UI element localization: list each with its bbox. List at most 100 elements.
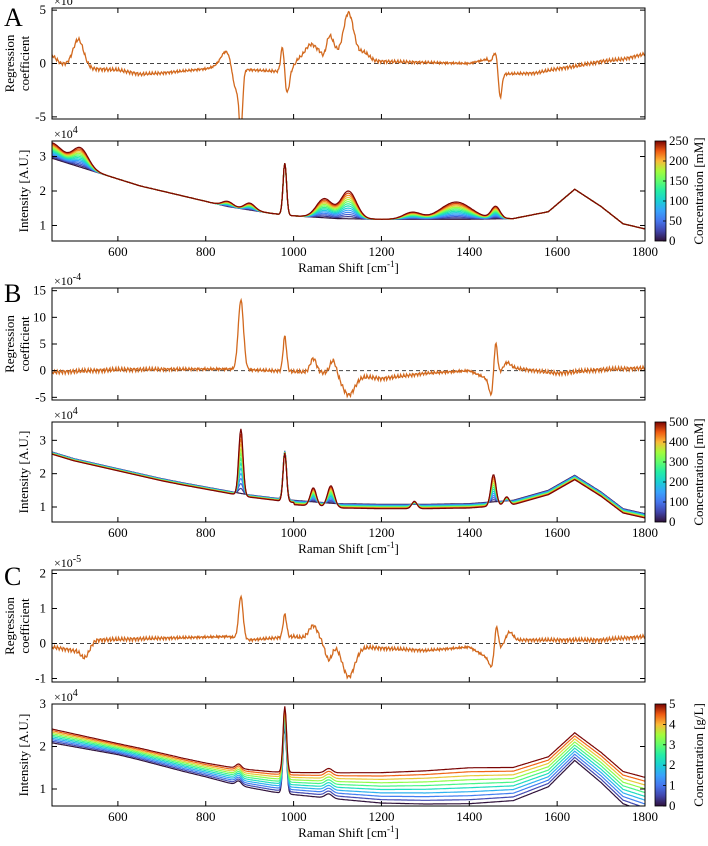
- spectrum-series-8: [52, 711, 645, 786]
- colorbar: [654, 140, 667, 242]
- y-tick-label: 5: [40, 2, 47, 17]
- x-tick-label: 1000: [281, 809, 307, 824]
- y-tick-label: 2: [40, 183, 47, 198]
- y-tick-label: -5: [35, 109, 46, 124]
- colorbar-tick-label: 100: [669, 193, 689, 208]
- colorbar-tick-label: 1: [669, 778, 676, 793]
- regression-line: [52, 297, 645, 399]
- y-tick-label: 2: [40, 739, 47, 754]
- y-axis-label: Intensity [A.U.]: [16, 714, 31, 797]
- spectrum-series-10: [52, 706, 645, 778]
- spectrum-series-7: [52, 713, 645, 790]
- y-tick-label: 2: [40, 466, 47, 481]
- axes-box: [51, 287, 646, 401]
- x-axis-label-text: Raman Shift [cm: [298, 825, 387, 840]
- x-tick-label: 1200: [368, 525, 394, 540]
- spectrum-series-14: [52, 428, 645, 519]
- colorbar-tick-label: 300: [669, 454, 689, 469]
- y-axis-label: Intensity [A.U.]: [16, 431, 31, 514]
- colorbar-tick-label: 400: [669, 434, 689, 449]
- x-axis-label-end: ]: [394, 825, 398, 840]
- y-tick-label: 1: [40, 499, 47, 514]
- data-layer: [52, 297, 645, 399]
- spectrum-series-5: [52, 718, 645, 797]
- spectrum-series-14: [52, 142, 645, 230]
- colorbar-tick-label: 5: [669, 696, 676, 711]
- x-tick-label: 1800: [632, 244, 658, 259]
- x-tick-label: 1600: [544, 809, 570, 824]
- y-tick-label: 1: [40, 217, 47, 232]
- colorbar-tick-label: 0: [669, 514, 676, 529]
- data-layer: [52, 10, 645, 119]
- colorbar-label: Concentration [mM]: [691, 418, 706, 525]
- y-tick-label: 3: [40, 149, 47, 164]
- spectrum-series-7: [52, 150, 645, 230]
- spectrum-series-3: [52, 722, 645, 805]
- y-tick-label: 0: [40, 636, 47, 651]
- axes-box: [51, 421, 646, 523]
- spectrum-series-2: [52, 725, 642, 806]
- panel-letter-b: B: [4, 279, 21, 308]
- colorbar-tick-label: 3: [669, 737, 676, 752]
- y-exponent: ×104: [54, 688, 78, 704]
- axes-box: [51, 703, 646, 807]
- x-tick-label: 1200: [368, 244, 394, 259]
- colorbar-tick-label: 500: [669, 414, 689, 429]
- y-axis-label: Regression: [2, 597, 17, 655]
- y-tick-label: 3: [40, 432, 47, 447]
- y-tick-label: 1: [40, 781, 47, 796]
- y-tick-label: 15: [33, 283, 46, 298]
- y-exponent-power: -4: [73, 272, 81, 283]
- y-axis-label: Regression: [2, 34, 17, 92]
- colorbar-tick-label: 100: [669, 494, 689, 509]
- colorbar: [654, 703, 667, 807]
- x-axis-label: Raman Shift [cm-1]: [298, 540, 399, 556]
- y-exponent-power: -5: [73, 554, 81, 565]
- y-exponent-power: 4: [73, 125, 78, 136]
- y-exponent: ×10-5: [54, 554, 81, 570]
- y-axis-label: Intensity [A.U.]: [16, 150, 31, 233]
- y-tick-label: 0: [40, 363, 47, 378]
- x-axis-label-sup: -1: [387, 824, 395, 834]
- y-exponent: ×104: [54, 406, 78, 422]
- y-tick-label: -5: [35, 389, 46, 404]
- x-axis-label-end: ]: [394, 541, 398, 556]
- colorbar: [654, 421, 667, 523]
- y-exponent-power: 4: [73, 406, 78, 417]
- colorbar-tick-label: 200: [669, 474, 689, 489]
- colorbar-tick-label: 0: [669, 798, 676, 813]
- x-axis-label-text: Raman Shift [cm: [298, 541, 387, 556]
- y-exponent: ×10-4: [54, 0, 81, 8]
- y-exponent-power: -4: [73, 0, 81, 3]
- x-tick-label: 600: [108, 525, 128, 540]
- panel-letter-a: A: [4, 3, 23, 32]
- x-axis-label-sup: -1: [387, 540, 395, 550]
- data-layer: [52, 428, 645, 519]
- x-axis-label-end: ]: [394, 260, 398, 275]
- y-exponent: ×10-4: [54, 272, 81, 288]
- y-tick-label: 10: [33, 309, 46, 324]
- regression-line: [52, 594, 645, 680]
- regression-line: [52, 10, 645, 119]
- x-tick-label: 1600: [544, 525, 570, 540]
- x-tick-label: 1000: [281, 525, 307, 540]
- y-axis-label: Regression: [2, 315, 17, 373]
- x-tick-label: 800: [196, 809, 216, 824]
- chart-b-regression: -5 0 5 10 15 ×10-4 Regression coefficient: [2, 272, 646, 404]
- x-tick-label: 600: [108, 809, 128, 824]
- colorbar-tick-label: 250: [669, 133, 689, 148]
- colorbar-label: Concentration [mM]: [691, 137, 706, 244]
- chart-c-intensity: 1 2 3 600 800 1000 1200 1400 1600 1800 ×104 Intensi…: [16, 688, 706, 840]
- y-tick-label: 5: [40, 336, 47, 351]
- x-tick-label: 600: [108, 244, 128, 259]
- colorbar-tick-label: 50: [669, 213, 682, 228]
- colorbar-tick-label: 0: [669, 233, 676, 248]
- data-layer: [52, 594, 645, 680]
- colorbar-tick-label: 200: [669, 153, 689, 168]
- spectrum-series-4: [52, 720, 645, 801]
